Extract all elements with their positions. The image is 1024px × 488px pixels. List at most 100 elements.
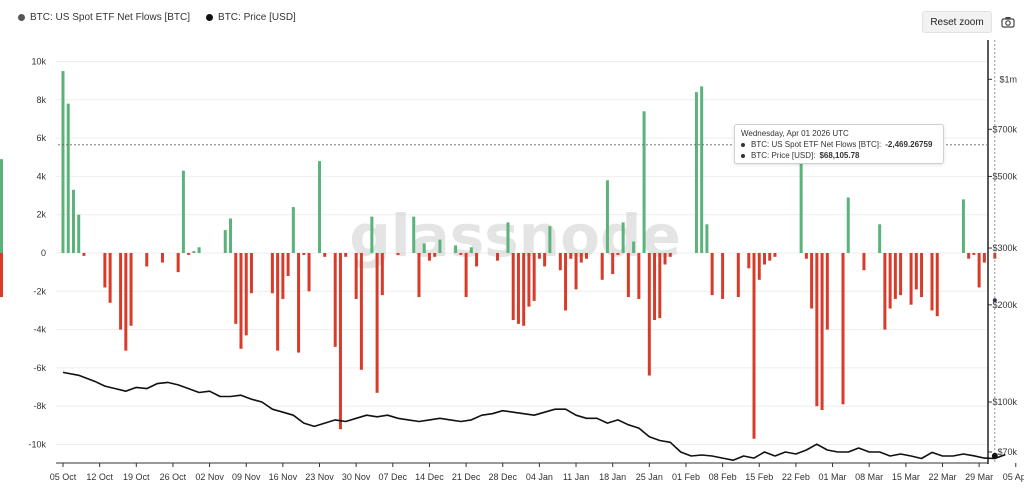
tooltip-price-row: BTC: Price [USD]: $68,105.78 [741, 150, 937, 161]
flow-bar [108, 253, 112, 303]
left-tick-label: -2k [33, 286, 46, 296]
flow-bar [825, 253, 829, 330]
flow-bar [883, 253, 887, 330]
left-tick-label: -6k [33, 363, 46, 373]
left-tick-label: 6k [36, 133, 46, 143]
flow-bar [103, 253, 107, 288]
x-tick-label: 22 Mar [928, 472, 956, 482]
flow-bar [511, 253, 515, 321]
x-tick-label: 01 Feb [672, 472, 700, 482]
flow-bar [469, 247, 473, 253]
flow-bar [653, 253, 657, 321]
flow-bar [532, 253, 536, 301]
crosshair-group [991, 40, 998, 463]
flow-bar [61, 71, 65, 253]
flow-bar [281, 253, 285, 299]
price-line [62, 371, 1006, 462]
price-line-group [62, 371, 1006, 462]
flow-bar [574, 253, 578, 290]
flow-bar [176, 253, 180, 273]
legend-dot-flows [18, 14, 25, 21]
legend-dot-price [206, 14, 214, 21]
right-axis: $1m $700k $500k $300k $200k $100k $70k [987, 40, 1017, 464]
left-tick-label: 2k [36, 210, 46, 220]
flow-bar [543, 253, 547, 267]
flow-bar [396, 253, 400, 255]
flow-bar [145, 253, 149, 267]
flow-bar [564, 253, 568, 311]
left-tick-label: 10k [31, 57, 46, 67]
x-tick-label: 05 Oct [50, 472, 77, 482]
flow-bar [920, 253, 924, 298]
flow-bar [276, 253, 280, 351]
right-tick-label: $200k [992, 300, 1017, 310]
flow-bar [762, 253, 766, 265]
x-axis: 05 Oct 12 Oct 19 Oct 26 Oct 02 Nov 09 Nov 16 N… [50, 462, 1024, 482]
left-tick-label: 8k [36, 95, 46, 105]
flow-bar [77, 214, 81, 253]
flow-bar [757, 253, 761, 280]
x-tick-label: 15 Mar [892, 472, 920, 482]
left-axis: 10k 8k 6k 4k 2k 0 -2k -4k -6k -8k -10k [28, 57, 46, 450]
flow-bar [506, 222, 510, 253]
reset-zoom-button[interactable]: Reset zoom [922, 11, 992, 33]
flow-bar [475, 253, 479, 267]
flow-highlight-point [992, 298, 997, 303]
flow-bar [380, 253, 384, 296]
flow-bar [71, 189, 75, 253]
flow-bar [752, 253, 756, 439]
flow-bar [239, 253, 243, 349]
flow-bar [637, 253, 641, 299]
flow-bar [307, 253, 311, 292]
flow-bar [878, 224, 882, 253]
flow-bar [972, 253, 976, 255]
flow-bar [600, 253, 604, 280]
tooltip-flow-value: -2,469.26759 [885, 140, 933, 149]
flow-bar [427, 253, 431, 261]
flow-bar [804, 253, 808, 259]
flow-bar [632, 241, 636, 253]
tooltip-flow-dot [741, 142, 745, 147]
flow-bar [197, 247, 201, 253]
camera-icon[interactable] [998, 12, 1018, 32]
flow-bar [229, 218, 233, 253]
x-tick-label: 26 Oct [160, 472, 187, 482]
left-tick-label: -4k [33, 325, 46, 335]
x-tick-label: 14 Dec [415, 472, 444, 482]
flow-bar [323, 253, 327, 257]
price-highlight-point [991, 452, 998, 459]
flow-bar [338, 253, 342, 430]
flow-bar [354, 253, 358, 299]
flow-bar [270, 253, 274, 294]
flow-bar [626, 253, 630, 298]
flow-bar [961, 199, 965, 253]
flow-bar [705, 224, 709, 253]
flow-bar [433, 253, 437, 257]
right-tick-label: $100k [992, 397, 1017, 407]
legend-item-price[interactable]: BTC: Price [USD] [206, 12, 296, 23]
flow-bar [585, 253, 588, 259]
flow-bar [768, 253, 772, 261]
flow-bar [187, 253, 191, 255]
left-tick-label: 0 [41, 248, 46, 258]
legend-label-flows: BTC: US Spot ETF Net Flows [BTC] [30, 12, 191, 23]
right-tick-label: $500k [992, 171, 1017, 181]
flow-bar [82, 253, 86, 256]
right-tick-label: $70k [997, 447, 1017, 457]
flow-bar [412, 216, 416, 253]
flow-bar [548, 226, 552, 253]
flow-bar [291, 207, 295, 253]
legend-item-flows[interactable]: BTC: US Spot ETF Net Flows [BTC] [18, 12, 190, 23]
flow-bar [333, 253, 337, 347]
x-tick-label: 05 Apr [1003, 472, 1024, 482]
flow-bar [234, 253, 238, 324]
right-tick-label: $1m [999, 74, 1017, 84]
flow-bar [841, 253, 845, 405]
flow-bar [422, 243, 426, 253]
flow-bar [370, 216, 374, 253]
x-tick-label: 08 Feb [709, 472, 737, 482]
flow-bar [815, 253, 819, 407]
flow-bar [318, 161, 322, 253]
flow-bar [899, 253, 903, 296]
